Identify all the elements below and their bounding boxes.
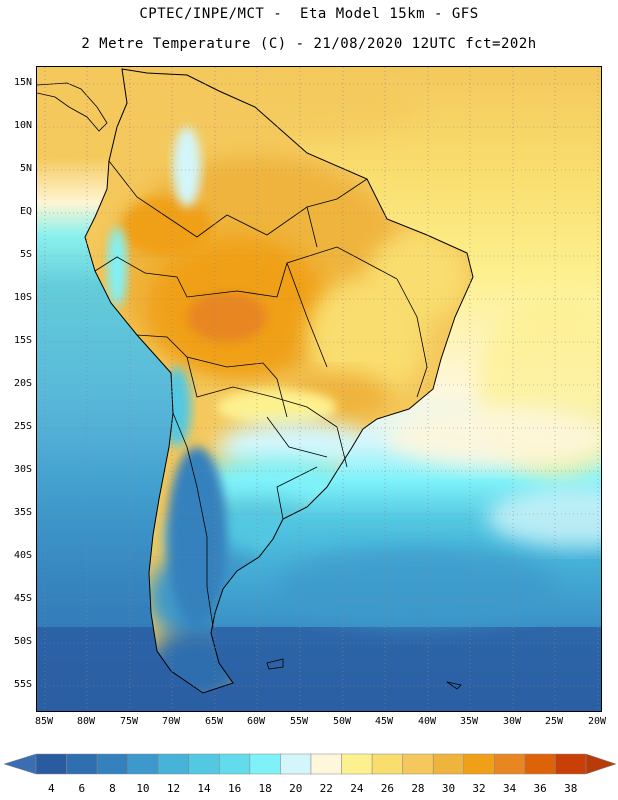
lon-label-50w: 50W <box>332 716 352 727</box>
colorbar-label: 32 <box>472 782 486 795</box>
temperature-map[interactable] <box>36 66 602 712</box>
colorbar-swatch <box>432 753 465 775</box>
lon-label-55w: 55W <box>289 716 309 727</box>
colorbar-swatch <box>402 753 434 775</box>
lat-label-10s: 10S <box>13 292 32 303</box>
country-borders <box>94 160 428 628</box>
lon-label-80w: 80W <box>76 716 96 727</box>
colorbar-under-arrow <box>4 753 37 775</box>
lat-label-10n: 10N <box>13 120 32 131</box>
colorbar-swatch <box>188 753 220 775</box>
lon-label-75w: 75W <box>119 716 139 727</box>
colorbar-label: 8 <box>109 782 116 795</box>
colorbar-label: 4 <box>47 782 55 795</box>
colorbar-label: 38 <box>564 782 578 795</box>
colorbar-over-arrow <box>585 753 617 775</box>
colorbar-label: 16 <box>227 782 242 795</box>
lat-label-45s: 45S <box>13 593 32 604</box>
lat-label-5s: 5S <box>19 249 32 260</box>
colorbar-swatch <box>249 753 281 775</box>
lon-label-85w: 85W <box>34 716 54 727</box>
lat-label-40s: 40S <box>13 550 32 561</box>
colorbar-label: 14 <box>197 782 211 795</box>
colorbar-label: 10 <box>136 782 150 795</box>
lat-label-35s: 35S <box>13 507 32 518</box>
lon-label-70w: 70W <box>161 716 181 727</box>
lat-label-25s: 25S <box>13 421 32 432</box>
central-america-coast <box>37 82 108 132</box>
lat-label-30s: 30S <box>13 464 32 475</box>
colorbar-swatch <box>219 753 251 775</box>
map-canvas <box>37 67 601 711</box>
colorbar-swatch <box>280 753 312 775</box>
colorbar-swatch <box>310 753 342 775</box>
lat-label-20s: 20S <box>13 378 32 389</box>
colorbar-swatch <box>524 753 556 775</box>
colorbar-swatch <box>157 753 190 775</box>
colorbar-swatch <box>341 753 373 775</box>
colorbar-swatch <box>127 753 159 775</box>
lon-label-65w: 65W <box>204 716 224 727</box>
colorbar-label: 30 <box>441 782 456 795</box>
temperature-colorbar <box>4 753 617 775</box>
lon-label-20w: 20W <box>587 716 607 727</box>
lat-label-eq: EQ <box>19 206 32 217</box>
falkland-islands <box>266 658 284 670</box>
lat-label-15n: 15N <box>13 77 32 88</box>
lat-label-50s: 50S <box>13 636 32 647</box>
south-georgia <box>446 681 462 690</box>
colorbar-label: 22 <box>319 782 333 795</box>
lon-label-25w: 25W <box>544 716 564 727</box>
colorbar-label: 36 <box>533 782 547 795</box>
map-subtitle: 2 Metre Temperature (C) - 21/08/2020 12U… <box>81 36 537 52</box>
colorbar-label: 18 <box>258 782 272 795</box>
colorbar-swatch <box>35 753 67 775</box>
colorbar-swatch <box>96 753 128 775</box>
lon-label-30w: 30W <box>502 716 522 727</box>
colorbar-swatch <box>371 753 403 775</box>
colorbar-swatch <box>494 753 526 775</box>
colorbar-label: 20 <box>289 782 303 795</box>
lat-label-15s: 15S <box>13 335 32 346</box>
colorbar-label: 6 <box>78 782 86 795</box>
colorbar-label: 34 <box>502 782 517 795</box>
lon-label-45w: 45W <box>374 716 394 727</box>
colorbar-label: 26 <box>380 782 394 795</box>
colorbar-label: 28 <box>411 782 425 795</box>
southern-ocean-field <box>37 627 601 711</box>
map-title: CPTEC/INPE/MCT - Eta Model 15km - GFS <box>139 6 479 22</box>
lon-label-35w: 35W <box>459 716 479 727</box>
colorbar-label: 12 <box>166 782 181 795</box>
colorbar-swatch <box>463 753 495 775</box>
lon-label-60w: 60W <box>246 716 266 727</box>
colorbar-swatch <box>66 753 98 775</box>
lon-label-40w: 40W <box>417 716 437 727</box>
lat-label-55s: 55S <box>13 679 32 690</box>
lat-label-5n: 5N <box>19 163 32 174</box>
colorbar-label: 24 <box>350 782 364 795</box>
colorbar-swatch <box>555 753 587 775</box>
